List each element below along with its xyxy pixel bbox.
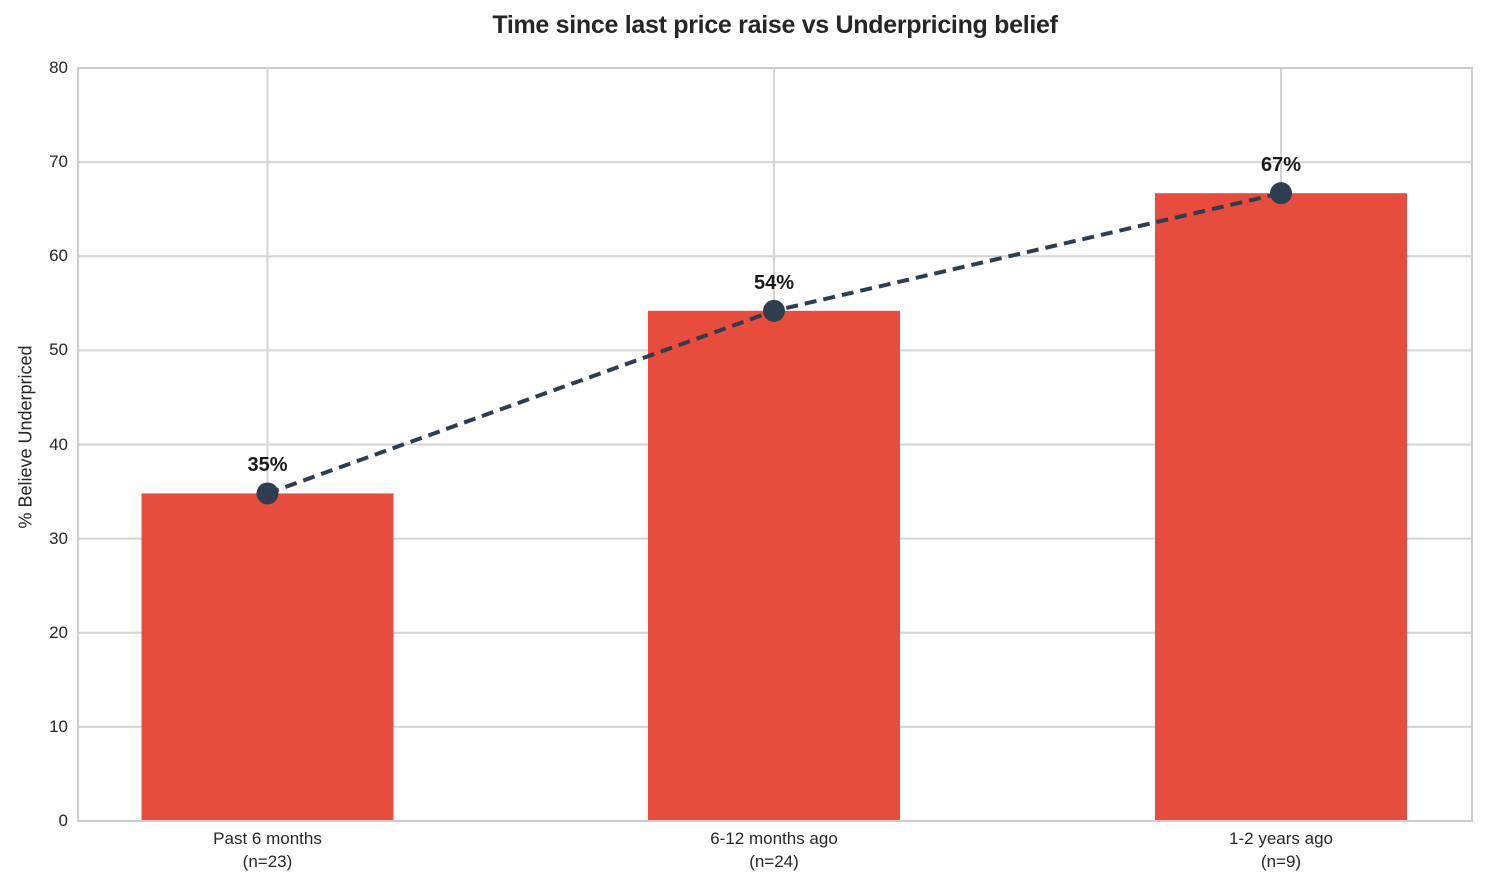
x-tick-label: 6-12 months ago (n=24) [710,829,838,871]
y-tick-label: 50 [49,340,68,360]
point-label: 35% [247,454,288,477]
line-marker [763,299,785,322]
y-tick-label: 10 [49,716,68,736]
bar [648,310,900,821]
point-label: 67% [1260,154,1302,177]
point-label: 54% [753,271,795,294]
x-tick-label: 1-2 years ago (n=9) [1229,829,1333,871]
y-tick-label: 20 [49,622,68,642]
chart-title: Time since last price raise vs Underpric… [492,11,1058,39]
y-tick-label: 80 [49,58,68,77]
x-tick-label: Past 6 months (n=23) [213,829,322,871]
line-marker [1270,182,1292,205]
y-tick-label: 30 [49,528,68,548]
bar [1155,193,1407,821]
plot-border [77,67,1473,822]
line-marker [256,482,279,505]
y-tick-label: 0 [58,811,68,830]
y-tick-label: 60 [49,246,68,266]
y-tick-label: 70 [49,152,68,172]
bar [141,493,394,821]
y-tick-label: 40 [49,434,68,454]
